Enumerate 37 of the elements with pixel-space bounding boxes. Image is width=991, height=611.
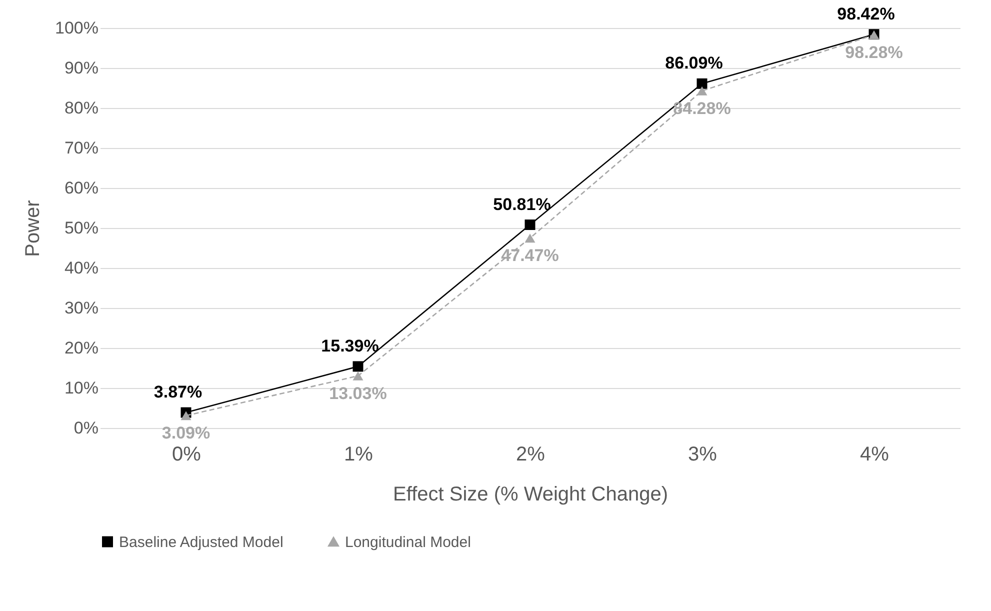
point — [524, 220, 536, 230]
x-tick-label: 2% — [516, 444, 546, 466]
data-label: 86.09% — [665, 54, 723, 73]
y-tick-label: 20% — [64, 338, 98, 358]
point — [180, 411, 192, 420]
data-label: 3.87% — [154, 382, 202, 402]
data-label: 98.28% — [845, 42, 903, 62]
point — [352, 371, 364, 380]
point — [352, 361, 364, 372]
x-tick-label: 1% — [344, 444, 374, 466]
y-tick-label: 80% — [64, 98, 98, 118]
legend-label: Longitudinal Model — [345, 534, 471, 551]
y-tick-label: 30% — [64, 298, 98, 318]
data-label: 84.28% — [673, 98, 731, 118]
y-tick-label: 40% — [64, 258, 98, 278]
y-tick-label: 100% — [55, 18, 98, 38]
x-tick-label: 0% — [172, 444, 202, 466]
point — [696, 78, 708, 89]
x-tick-label: 3% — [688, 444, 718, 466]
y-tick-label: 50% — [64, 218, 98, 238]
y-tick-label: 0% — [74, 418, 98, 438]
y-tick-label: 10% — [64, 378, 98, 398]
data-label: 3.09% — [162, 424, 210, 443]
data-label: 13.03% — [329, 384, 387, 403]
y-tick-label: 70% — [64, 138, 98, 158]
y-tick-label: 60% — [64, 178, 98, 198]
y-axis-title: Power — [22, 200, 44, 257]
y-tick-label: 90% — [64, 58, 98, 78]
point — [524, 234, 536, 243]
data-label: 98.42% — [837, 4, 895, 24]
data-label: 50.81% — [493, 194, 551, 214]
x-axis-title: Effect Size (% Weight Change) — [393, 484, 668, 506]
data-label: 47.47% — [501, 246, 559, 266]
data-label: 15.39% — [321, 336, 379, 356]
point — [696, 86, 708, 96]
legend-label: Baseline Adjusted Model — [119, 534, 284, 551]
x-tick-label: 4% — [860, 444, 890, 466]
